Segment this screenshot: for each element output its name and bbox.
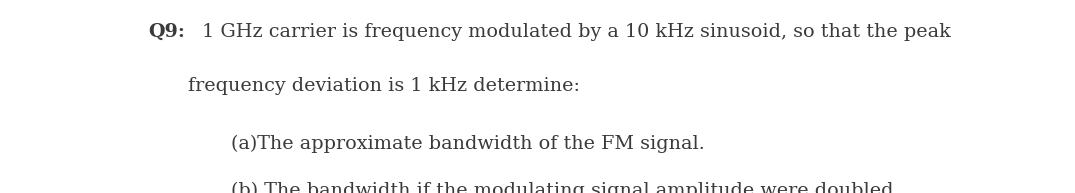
Text: (a)The approximate bandwidth of the FM signal.: (a)The approximate bandwidth of the FM s… [231,135,705,153]
Text: Q9:: Q9: [148,23,185,41]
Text: frequency deviation is 1 kHz determine:: frequency deviation is 1 kHz determine: [188,77,580,95]
Text: 1 GHz carrier is frequency modulated by a 10 kHz sinusoid, so that the peak: 1 GHz carrier is frequency modulated by … [196,23,950,41]
Text: (b) The bandwidth if the modulating signal amplitude were doubled.: (b) The bandwidth if the modulating sign… [231,181,900,193]
